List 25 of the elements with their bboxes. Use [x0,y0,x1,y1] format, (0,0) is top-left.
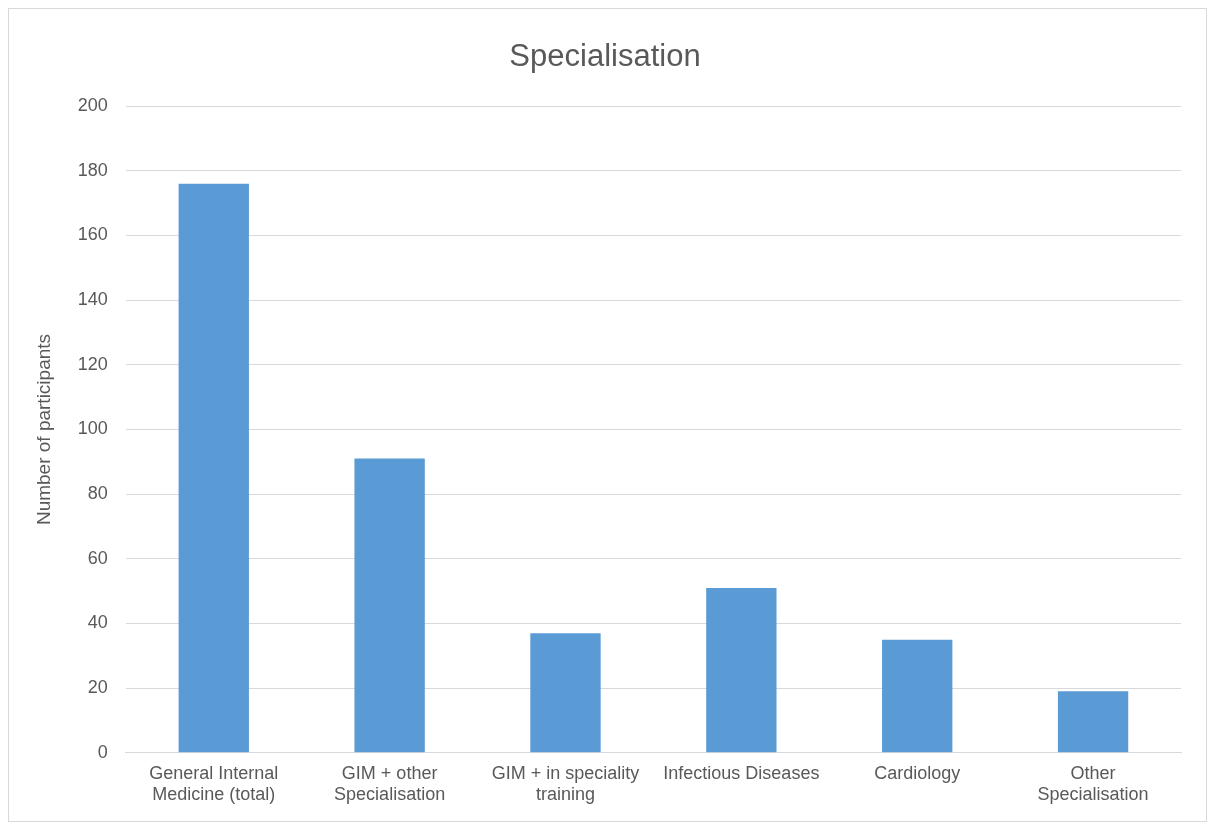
y-axis-title: Number of participants [32,333,54,526]
x-tick-label: General Internal Medicine (total) [149,762,279,805]
y-tick-label: 120 [77,353,108,374]
y-tick-label: 80 [87,483,108,504]
x-tick-label: GIM + in speciality training [491,762,640,805]
y-tick-label: 40 [87,612,108,633]
y-tick-label: 180 [77,159,108,180]
bar [530,633,601,753]
y-tick-label: 140 [77,289,108,310]
chart-title: Specialisation [509,38,701,74]
bar [354,458,425,753]
bar [1057,691,1129,753]
y-tick-label: 100 [77,418,108,439]
y-tick-label: 200 [77,95,108,116]
x-tick-label: Infectious Diseases [663,762,820,783]
y-tick-label: 160 [77,224,108,245]
y-tick-label: 0 [97,741,108,762]
bar [706,587,777,753]
x-tick-label: GIM + other Specialisation [334,762,446,805]
x-tick-label: Cardiology [874,762,961,783]
y-tick-label: 20 [87,677,108,698]
y-tick-label: 60 [87,547,108,568]
bar [178,183,249,753]
x-tick-label: Other Specialisation [1037,762,1149,805]
bar [882,639,953,753]
